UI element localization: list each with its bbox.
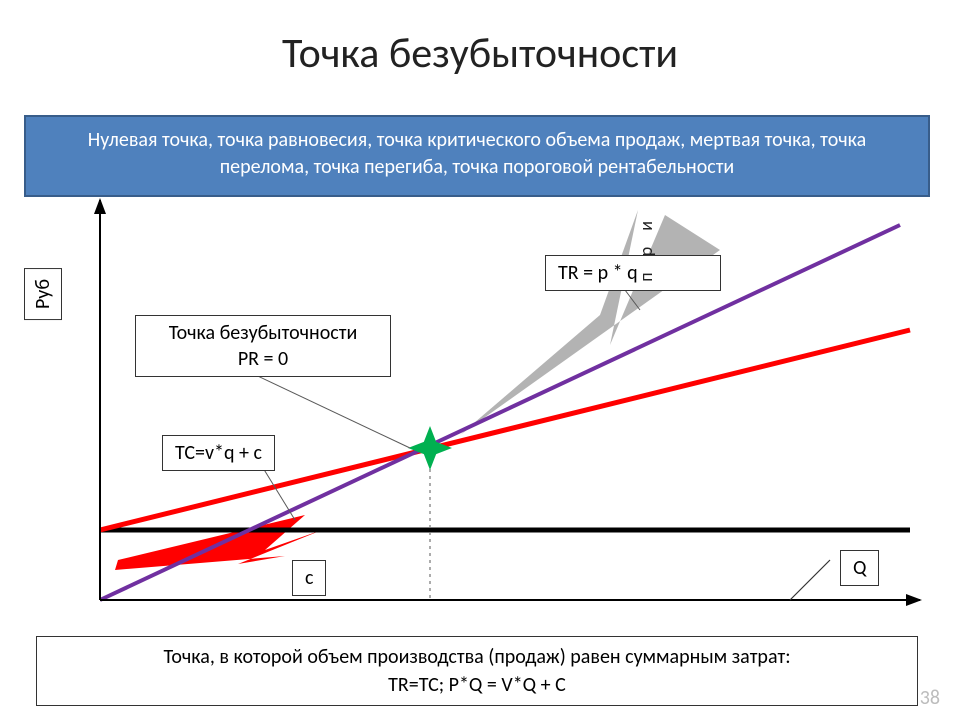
y-axis-label: Руб [24,268,62,320]
footer-line2: TR=TC; P*Q = V*Q + C [388,673,566,697]
page-number: 38 [920,686,940,710]
footer-line1: Точка, в которой объем производства (про… [163,645,790,669]
breakeven-line2: PR = 0 [238,347,288,371]
tc-label-box: TC=v*q + c [162,435,275,471]
breakeven-chart: Руб Точка безубыточности PR = 0 TC=v*q +… [0,190,960,630]
q-label: Q [840,550,879,586]
slide-title: Точка безубыточности [0,28,960,79]
definition-banner: Нулевая точка, точка равновесия, точка к… [24,115,930,197]
breakeven-line1: Точка безубыточности [169,321,358,345]
profit-fragment-label: п р и [635,215,657,282]
c-label: c [292,560,326,596]
tr-label-box: TR = p * q [545,255,721,291]
breakeven-label-box: Точка безубыточности PR = 0 [135,315,391,377]
chart-svg [0,190,960,630]
footer-definition: Точка, в которой объем производства (про… [36,636,918,706]
